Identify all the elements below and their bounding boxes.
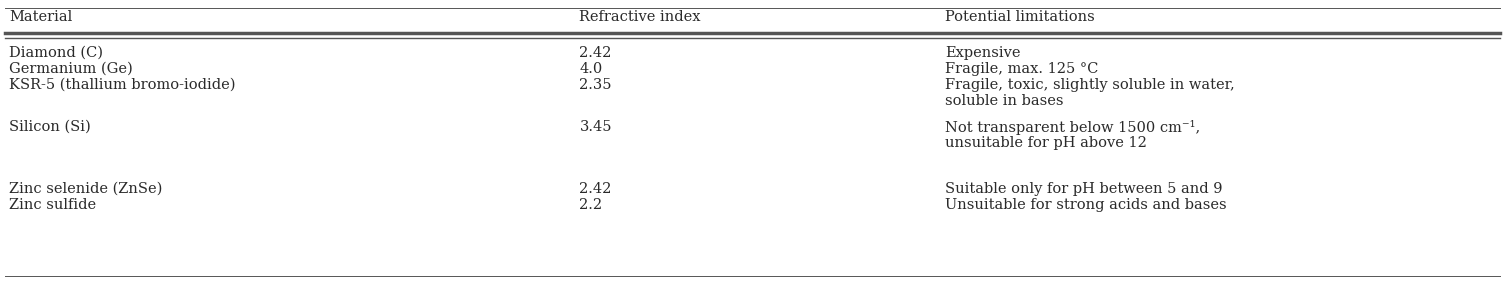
Text: Refractive index: Refractive index <box>579 10 701 24</box>
Text: 2.42: 2.42 <box>579 182 613 196</box>
Text: KSR-5 (thallium bromo-iodide): KSR-5 (thallium bromo-iodide) <box>9 78 235 92</box>
Text: Potential limitations: Potential limitations <box>945 10 1096 24</box>
Text: Suitable only for pH between 5 and 9: Suitable only for pH between 5 and 9 <box>945 182 1222 196</box>
Text: 4.0: 4.0 <box>579 62 602 76</box>
Text: 2.2: 2.2 <box>579 198 602 212</box>
Text: Not transparent below 1500 cm⁻¹,: Not transparent below 1500 cm⁻¹, <box>945 120 1201 135</box>
Text: Diamond (C): Diamond (C) <box>9 46 102 60</box>
Text: Germanium (Ge): Germanium (Ge) <box>9 62 132 76</box>
Text: Silicon (Si): Silicon (Si) <box>9 120 90 134</box>
Text: Unsuitable for strong acids and bases: Unsuitable for strong acids and bases <box>945 198 1227 212</box>
Text: Expensive: Expensive <box>945 46 1020 60</box>
Text: unsuitable for pH above 12: unsuitable for pH above 12 <box>945 136 1147 150</box>
Text: Material: Material <box>9 10 72 24</box>
Text: 2.42: 2.42 <box>579 46 613 60</box>
Text: Zinc sulfide: Zinc sulfide <box>9 198 96 212</box>
Text: soluble in bases: soluble in bases <box>945 94 1064 108</box>
Text: Fragile, max. 125 °C: Fragile, max. 125 °C <box>945 62 1099 76</box>
Text: 3.45: 3.45 <box>579 120 613 134</box>
Text: 2.35: 2.35 <box>579 78 613 92</box>
Text: Zinc selenide (ZnSe): Zinc selenide (ZnSe) <box>9 182 163 196</box>
Text: Fragile, toxic, slightly soluble in water,: Fragile, toxic, slightly soluble in wate… <box>945 78 1236 92</box>
